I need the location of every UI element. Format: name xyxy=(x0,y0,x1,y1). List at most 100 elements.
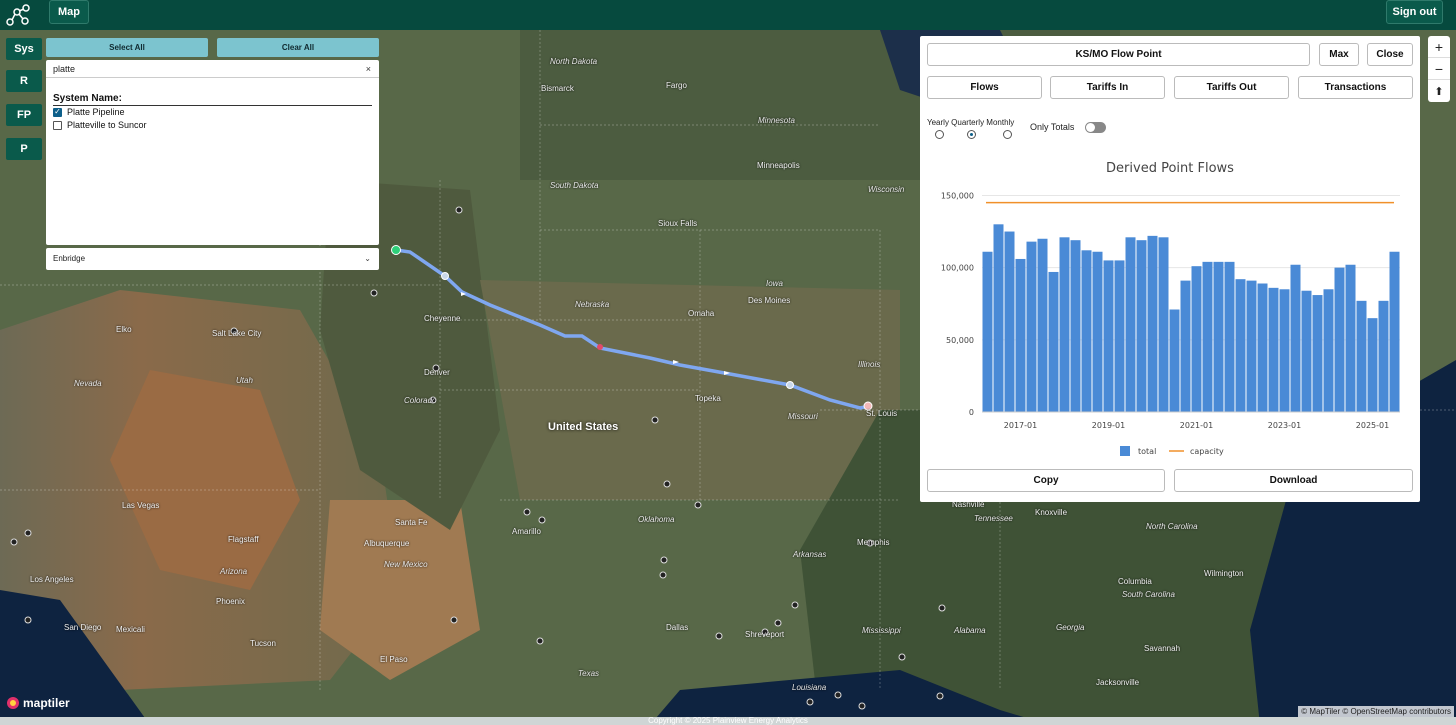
flow-bar xyxy=(1345,264,1356,412)
flow-bar xyxy=(1246,280,1257,412)
city-label: Mexicali xyxy=(116,625,145,634)
flow-bar xyxy=(1389,251,1400,412)
city-label: Los Angeles xyxy=(30,575,74,584)
tab-transactions[interactable]: Transactions xyxy=(1298,76,1413,99)
operator-select-value: Enbridge xyxy=(53,254,86,263)
operator-select[interactable]: Enbridge ⌄ xyxy=(46,248,379,270)
state-label: Missouri xyxy=(788,412,818,421)
clear-search-icon[interactable]: × xyxy=(365,64,371,74)
checkbox-icon[interactable] xyxy=(53,120,62,130)
systems-button[interactable]: Sys xyxy=(6,38,42,60)
x-tick-label: 2021-01 xyxy=(1180,421,1213,430)
city-label: Nashville xyxy=(952,500,985,509)
pacific-ocean xyxy=(0,590,150,725)
x-tick-label: 2017-01 xyxy=(1004,421,1037,430)
city-label: Omaha xyxy=(688,309,715,318)
flow-point-marker[interactable] xyxy=(441,272,449,280)
points-button[interactable]: P xyxy=(6,138,42,160)
state-label: Colorado xyxy=(404,396,437,405)
tab-flows[interactable]: Flows xyxy=(927,76,1042,99)
legend-label-total: total xyxy=(1138,447,1156,456)
platte-pipeline-route[interactable] xyxy=(395,248,871,410)
map-attribution[interactable]: © MapTiler © OpenStreetMap contributors xyxy=(1298,706,1454,717)
city-label: Savannah xyxy=(1144,644,1181,653)
close-panel-button[interactable]: Close xyxy=(1367,43,1413,66)
checkbox-checked-icon[interactable]: ✓ xyxy=(53,107,62,117)
state-label: Nebraska xyxy=(575,300,610,309)
flow-bar xyxy=(1378,300,1389,412)
city-label: Jacksonville xyxy=(1096,678,1140,687)
flow-bar xyxy=(1202,261,1213,412)
map-nav-button[interactable]: Map xyxy=(49,0,89,24)
city-label: Denver xyxy=(424,368,450,377)
only-totals-toggle[interactable] xyxy=(1085,122,1106,133)
origin-point-marker[interactable] xyxy=(391,245,401,255)
city-label: Amarillo xyxy=(512,527,541,536)
only-totals-label: Only Totals xyxy=(1030,122,1075,132)
city-label: Santa Fe xyxy=(395,518,428,527)
select-all-button[interactable]: Select All xyxy=(46,38,208,57)
flow-bar xyxy=(1279,289,1290,412)
network-logo-icon[interactable] xyxy=(4,2,32,28)
state-label: Illinois xyxy=(858,360,881,369)
flow-bar xyxy=(1114,260,1125,412)
flow-points-button[interactable]: FP xyxy=(6,104,42,126)
state-label: North Carolina xyxy=(1146,522,1198,531)
state-label: Georgia xyxy=(1056,623,1085,632)
city-label: El Paso xyxy=(380,655,408,664)
period-radio-quarterly[interactable] xyxy=(967,130,976,139)
x-tick-label: 2019-01 xyxy=(1092,421,1125,430)
y-tick-label: 0 xyxy=(969,408,974,417)
city-label: Albuquerque xyxy=(364,539,410,548)
city-label: San Diego xyxy=(64,623,102,632)
city-label: Tucson xyxy=(250,639,276,648)
state-label: Oklahoma xyxy=(638,515,675,524)
selected-flow-point-marker[interactable] xyxy=(597,344,603,350)
zoom-in-icon[interactable]: + xyxy=(1428,36,1450,58)
flow-bar xyxy=(1356,300,1367,412)
top-bar: Map Sign out xyxy=(0,0,1456,30)
download-button[interactable]: Download xyxy=(1174,469,1413,492)
copy-button[interactable]: Copy xyxy=(927,469,1165,492)
tab-tariffs-out[interactable]: Tariffs Out xyxy=(1174,76,1289,99)
flow-bar xyxy=(1125,237,1136,412)
system-option[interactable]: ✓ Platte Pipeline xyxy=(53,107,125,117)
state-label: Arkansas xyxy=(793,550,827,559)
map-zoom-controls: + − ⬆ xyxy=(1428,36,1450,102)
flow-point-panel: KS/MO Flow Point Max Close Flows Tariffs… xyxy=(920,36,1420,502)
routes-button[interactable]: R xyxy=(6,70,42,92)
gulf-of-mexico xyxy=(650,670,1050,725)
city-label: Flagstaff xyxy=(228,535,259,544)
flow-bar xyxy=(1136,240,1147,412)
chart-title: Derived Point Flows xyxy=(1106,161,1234,176)
clear-all-button[interactable]: Clear All xyxy=(217,38,379,57)
zoom-out-icon[interactable]: − xyxy=(1428,58,1450,80)
system-search-input[interactable]: platte xyxy=(46,60,379,78)
flow-bar xyxy=(1224,261,1235,412)
city-label: Memphis xyxy=(857,538,890,547)
legend-swatch-total xyxy=(1120,446,1130,456)
country-label: United States xyxy=(548,421,619,433)
city-label: Knoxville xyxy=(1035,508,1068,517)
maximize-button[interactable]: Max xyxy=(1319,43,1359,66)
tab-tariffs-in[interactable]: Tariffs In xyxy=(1050,76,1165,99)
flow-bar xyxy=(1334,267,1345,412)
period-radio-yearly[interactable] xyxy=(935,130,944,139)
x-tick-label: 2025-01 xyxy=(1356,421,1389,430)
city-label: Wilmington xyxy=(1204,569,1244,578)
compass-icon[interactable]: ⬆ xyxy=(1434,85,1444,98)
state-label: Minnesota xyxy=(758,116,795,125)
flow-bar xyxy=(1323,289,1334,412)
system-option-label: Platte Pipeline xyxy=(67,107,125,117)
flow-point-marker[interactable] xyxy=(786,381,794,389)
flow-bar xyxy=(1180,280,1191,412)
city-label: Des Moines xyxy=(748,296,791,305)
panel-title: KS/MO Flow Point xyxy=(927,43,1310,66)
system-option[interactable]: Platteville to Suncor xyxy=(53,120,147,130)
state-label: Texas xyxy=(578,669,600,678)
period-radio-monthly[interactable] xyxy=(1003,130,1012,139)
state-label: South Dakota xyxy=(550,181,599,190)
sign-out-button[interactable]: Sign out xyxy=(1386,0,1443,24)
flow-bar xyxy=(1235,279,1246,412)
terminus-point-marker[interactable] xyxy=(863,401,873,411)
